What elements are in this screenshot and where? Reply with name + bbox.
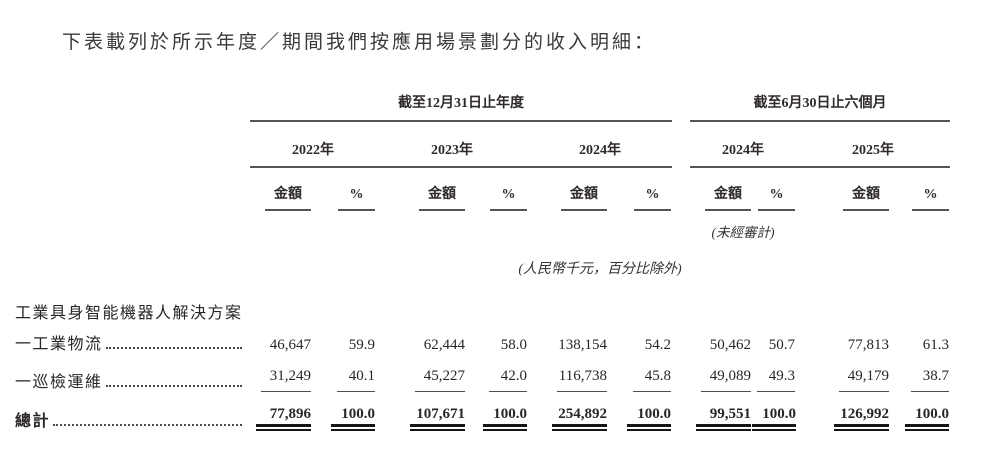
total-amount-value: 77,896 — [256, 406, 311, 427]
amount-value: 49,089 — [701, 368, 751, 392]
amount-value: 49,179 — [839, 368, 889, 392]
percent-value: 59.9 — [348, 337, 375, 353]
sub-header-row: 金額 % 金額 % 金額 % 金額 % 金額 % — [15, 167, 950, 211]
amount-value: 62,444 — [423, 337, 465, 353]
amount-value: 46,647 — [269, 337, 311, 353]
year-2022: 2022年 — [250, 121, 376, 168]
unaudited-note: (未經審計) — [711, 225, 775, 240]
percent-header: % — [338, 187, 375, 211]
total-amount-value: 126,992 — [834, 406, 889, 427]
unit-note: (人民幣千元，百分比除外) — [518, 262, 682, 277]
col-group-annual: 截至12月31日止年度 — [250, 92, 672, 122]
row-label: 一巡檢運維 — [15, 374, 103, 391]
section-header-row: 工業具身智能機器人解決方案 — [15, 278, 950, 323]
col-group-interim: 截至6月30日止六個月 — [690, 92, 950, 122]
amount-value: 138,154 — [558, 337, 607, 353]
total-percent-value: 100.0 — [627, 406, 671, 427]
unit-note-row: (人民幣千元，百分比除外) — [15, 241, 950, 278]
table-row: 一工業物流 46,647 59.9 62,444 58.0 138,154 54… — [15, 323, 950, 354]
column-gap — [672, 92, 690, 121]
percent-header: % — [912, 187, 949, 211]
percent-value: 42.0 — [489, 368, 527, 392]
amount-value: 45,227 — [415, 368, 465, 392]
period-group-row: 截至12月31日止年度 截至6月30日止六個月 — [15, 92, 950, 122]
total-label: 總計 — [15, 413, 51, 430]
year-2025-interim: 2025年 — [796, 121, 950, 168]
percent-value: 50.7 — [768, 337, 795, 353]
total-percent-value: 100.0 — [483, 406, 527, 427]
percent-header: % — [490, 187, 527, 211]
unaudited-note-row: (未經審計) — [15, 211, 950, 241]
year-2023: 2023年 — [376, 121, 528, 168]
section-label: 工業具身智能機器人解決方案 — [15, 305, 243, 322]
total-percent-value: 100.0 — [331, 406, 375, 427]
amount-header: 金額 — [843, 183, 889, 211]
total-amount-value: 99,551 — [696, 406, 751, 427]
amount-value: 31,249 — [261, 368, 311, 392]
percent-value: 61.3 — [922, 337, 949, 353]
percent-header: % — [634, 187, 671, 211]
percent-value: 38.7 — [911, 368, 949, 392]
year-2024-interim: 2024年 — [690, 121, 796, 168]
percent-value: 49.3 — [757, 368, 795, 392]
total-row: 總計 77,896 100.0 107,671 100.0 254,892 10… — [15, 392, 950, 431]
dot-leader — [105, 347, 242, 349]
year-header-row: 2022年 2023年 2024年 2024年 2025年 — [15, 121, 950, 168]
total-percent-value: 100.0 — [905, 406, 949, 427]
amount-value: 77,813 — [847, 337, 889, 353]
percent-value: 58.0 — [500, 337, 527, 353]
total-amount-value: 107,671 — [410, 406, 465, 427]
intro-text: 下表載列於所示年度／期間我們按應用場景劃分的收入明細： — [62, 32, 657, 53]
dot-leader — [105, 385, 242, 387]
table-row: 一巡檢運維 31,249 40.1 45,227 42.0 116,738 45… — [15, 354, 950, 392]
year-2024: 2024年 — [528, 121, 672, 168]
amount-value: 50,462 — [709, 337, 751, 353]
percent-value: 40.1 — [337, 368, 375, 392]
row-label: 一工業物流 — [15, 336, 103, 353]
total-amount-value: 254,892 — [552, 406, 607, 427]
amount-value: 116,738 — [557, 368, 607, 392]
revenue-breakdown-table: 截至12月31日止年度 截至6月30日止六個月 2022年 2023年 2024… — [15, 92, 950, 431]
percent-value: 45.8 — [633, 368, 671, 392]
dot-leader — [53, 424, 242, 426]
amount-header: 金額 — [705, 183, 751, 211]
amount-header: 金額 — [419, 183, 465, 211]
total-percent-value: 100.0 — [752, 406, 796, 427]
amount-header: 金額 — [561, 183, 607, 211]
percent-header: % — [758, 187, 795, 211]
percent-value: 54.2 — [644, 337, 671, 353]
amount-header: 金額 — [265, 183, 311, 211]
